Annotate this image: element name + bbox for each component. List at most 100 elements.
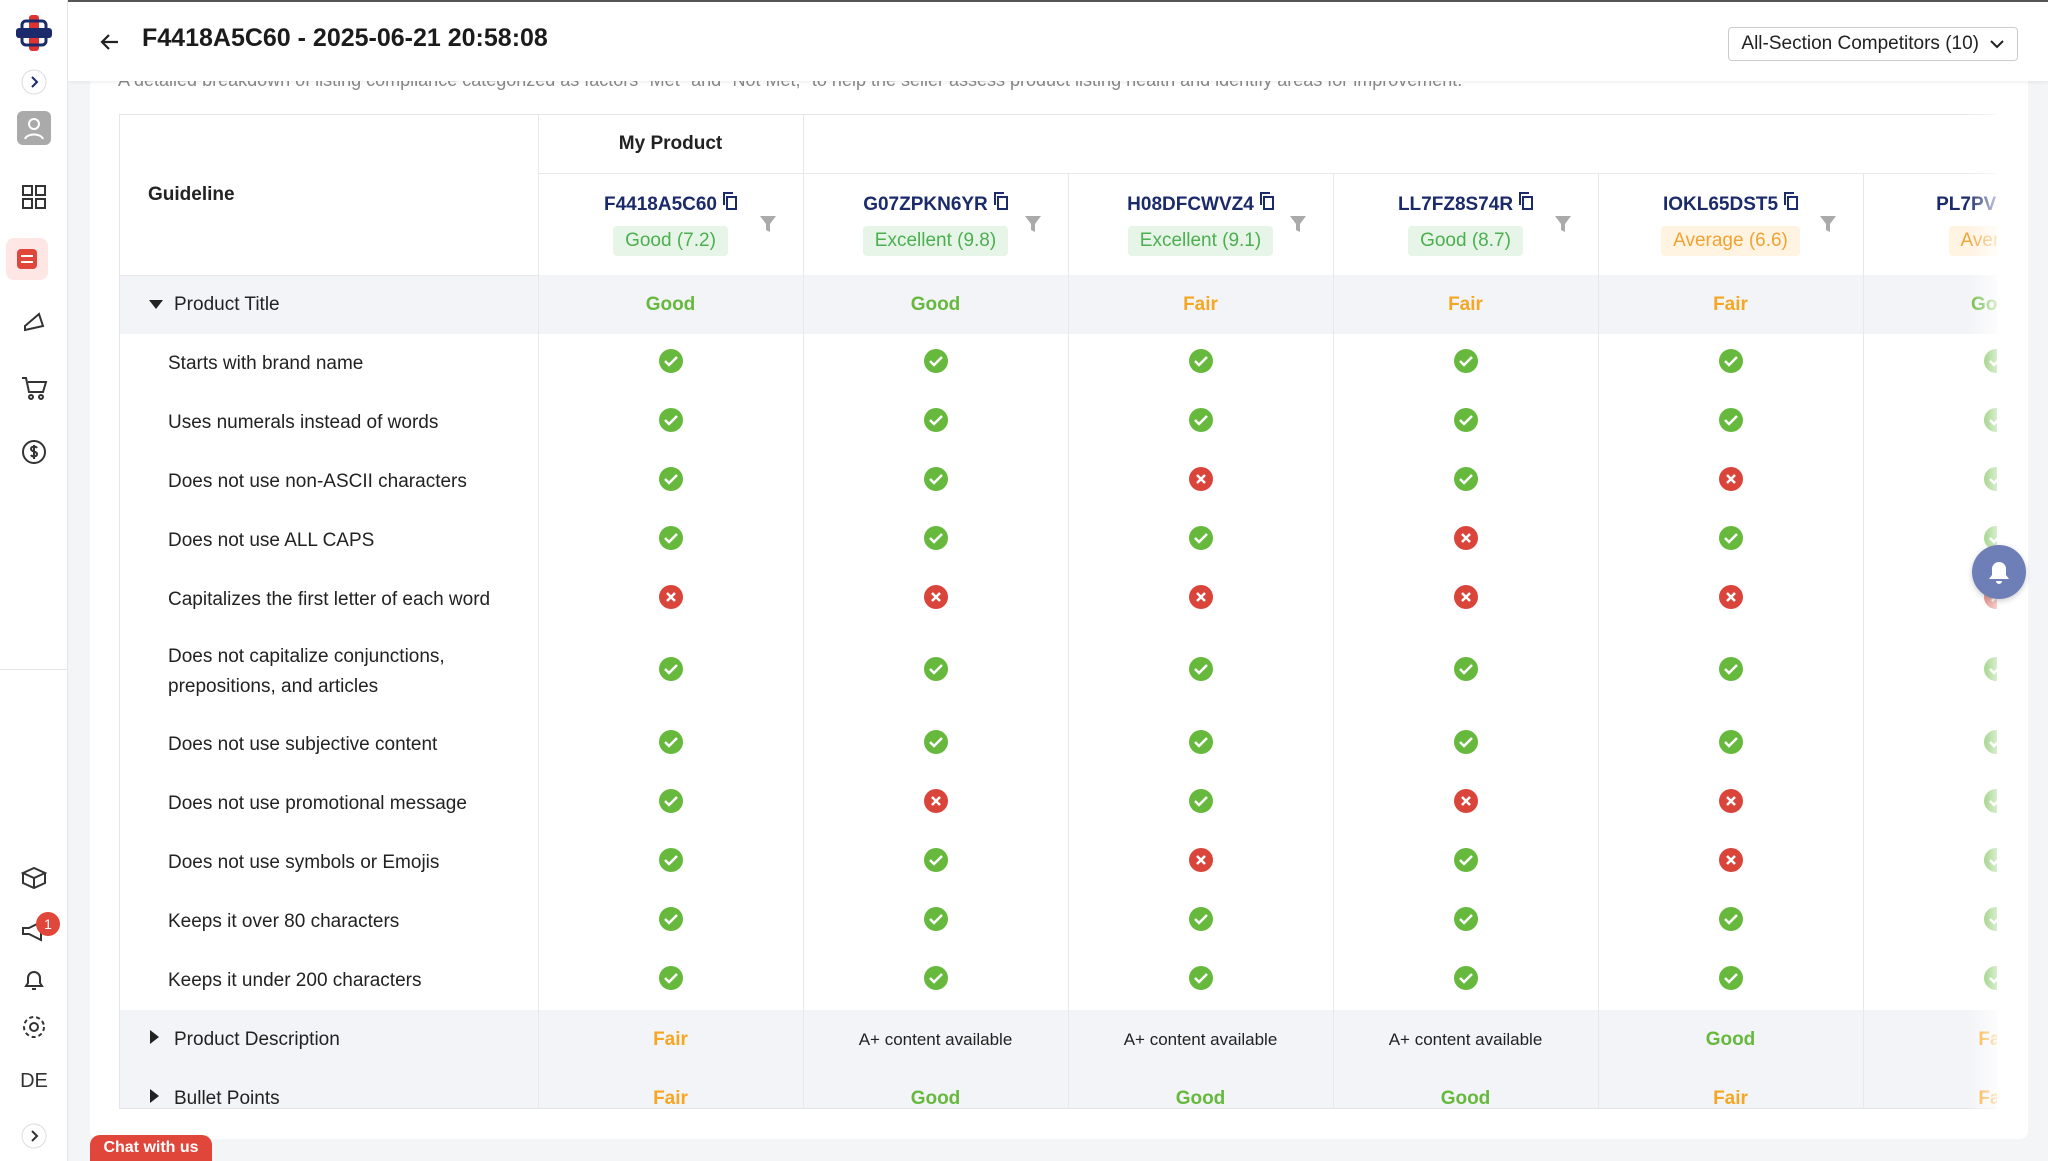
announcement-icon[interactable] xyxy=(14,911,54,951)
floating-bell[interactable] xyxy=(1972,545,2026,599)
section-row[interactable]: Product Description Fair A+ content availa… xyxy=(120,1010,1997,1069)
status-cell xyxy=(1597,452,1863,511)
product-id-line: LL7FZ8S74R xyxy=(1334,192,1598,216)
met-icon xyxy=(1188,906,1214,937)
copy-icon[interactable] xyxy=(723,192,738,215)
finance-icon[interactable] xyxy=(14,432,54,472)
score-badge: Excellent (9.8) xyxy=(862,226,1009,257)
section-row[interactable]: Product TitleGoodGoodFairFairFairGood xyxy=(120,275,1997,334)
filter-icon[interactable] xyxy=(759,214,777,240)
met-icon xyxy=(1188,729,1214,760)
guideline-label: Does not capitalize conjunctions, prepos… xyxy=(168,646,445,697)
copy-icon[interactable] xyxy=(993,192,1008,215)
guideline-row: Does not use symbols or Emojis xyxy=(120,833,1997,892)
user-initials[interactable]: DE xyxy=(20,1069,48,1092)
guideline-label: Does not use promotional message xyxy=(168,792,467,814)
product-id[interactable]: G07ZPKN6YR xyxy=(863,194,988,216)
status-cell xyxy=(1597,715,1863,774)
not-met-icon xyxy=(658,584,684,615)
box-icon[interactable] xyxy=(14,858,54,898)
guideline-row: Keeps it over 80 characters xyxy=(120,892,1997,951)
status-cell xyxy=(802,833,1068,892)
rating-cell: Good xyxy=(1332,1069,1598,1108)
avatar[interactable] xyxy=(14,108,54,148)
select-label: All-Section Competitors (10) xyxy=(1741,33,1979,54)
section-row[interactable]: Bullet PointsFairGoodGoodGoodFairFair xyxy=(120,1069,1997,1109)
rating: Good xyxy=(910,1087,961,1109)
filter-icon[interactable] xyxy=(1819,214,1837,240)
filter-icon[interactable] xyxy=(1554,214,1572,240)
status-cell xyxy=(1332,511,1598,570)
not-met-icon xyxy=(1718,584,1744,615)
met-icon xyxy=(658,729,684,760)
expand-arrow[interactable] xyxy=(148,1029,174,1051)
expand-arrow[interactable] xyxy=(148,294,174,316)
expand-button[interactable] xyxy=(14,62,54,102)
met-icon xyxy=(1188,788,1214,819)
met-icon xyxy=(923,407,949,438)
rating-cell: Fair xyxy=(1597,1069,1863,1108)
dashboard-icon[interactable] xyxy=(14,177,54,217)
product-id[interactable]: F4418A5C60 xyxy=(603,194,718,216)
status-cell xyxy=(537,833,803,892)
chat-button[interactable]: Chat with us xyxy=(90,1135,212,1161)
rating: Good xyxy=(1705,1028,1756,1050)
header-row: Guideline My Product xyxy=(120,115,1997,276)
marketing-icon[interactable] xyxy=(14,303,54,343)
filter-icon[interactable] xyxy=(1024,214,1042,240)
product-id[interactable]: LL7FZ8S74R xyxy=(1397,194,1514,216)
not-met-icon xyxy=(1188,466,1214,497)
guideline-label: Keeps it over 80 characters xyxy=(168,910,400,932)
status-cell xyxy=(1067,774,1333,833)
status-cell xyxy=(802,334,1068,393)
met-icon xyxy=(1453,348,1479,379)
header-blank xyxy=(802,115,1997,174)
status-cell xyxy=(537,570,803,629)
collapse-button[interactable] xyxy=(14,1116,54,1156)
guideline-row: Does not use ALL CAPS xyxy=(120,511,1997,570)
copy-icon[interactable] xyxy=(1784,192,1799,215)
status-cell xyxy=(1067,715,1333,774)
status-cell xyxy=(802,452,1068,511)
status-cell xyxy=(537,452,803,511)
status-cell xyxy=(1332,452,1598,511)
cart-icon[interactable] xyxy=(14,368,54,408)
score-badge: Good (7.2) xyxy=(613,226,728,257)
expand-arrow[interactable] xyxy=(148,1088,174,1109)
guideline-row: Uses numerals instead of words xyxy=(120,393,1997,452)
met-icon xyxy=(1718,348,1744,379)
copy-icon[interactable] xyxy=(1259,192,1274,215)
copy-icon[interactable] xyxy=(1519,192,1534,215)
status-cell xyxy=(1067,393,1333,452)
status-cell xyxy=(1597,334,1863,393)
bell-icon[interactable] xyxy=(14,960,54,1000)
filter-icon[interactable] xyxy=(1289,214,1307,240)
guideline-label: Uses numerals instead of words xyxy=(168,411,439,433)
met-icon xyxy=(1453,729,1479,760)
met-icon xyxy=(923,466,949,497)
rating-cell: A+ content available xyxy=(1067,1010,1333,1069)
met-icon xyxy=(923,729,949,760)
section-name: Bullet Points xyxy=(174,1087,280,1109)
product-id[interactable]: IOKL65DST5 xyxy=(1662,194,1779,216)
status-cell xyxy=(1067,833,1333,892)
page-title: F4418A5C60 - 2025-06-21 20:58:08 xyxy=(142,24,548,52)
rating-cell: Good xyxy=(1067,1069,1333,1109)
status-cell xyxy=(1332,715,1598,774)
compliance-table: Guideline My Product F4418A5C60 Good (7.2) G… xyxy=(120,115,1997,1109)
status-cell xyxy=(802,393,1068,452)
status-cell xyxy=(1332,570,1598,629)
status-cell xyxy=(1067,334,1333,393)
rating: Good xyxy=(1175,1087,1226,1109)
settings-icon[interactable] xyxy=(14,1007,54,1047)
rating-cell: Fair xyxy=(1067,275,1333,334)
back-button[interactable] xyxy=(98,30,122,54)
listing-icon[interactable] xyxy=(6,238,48,280)
product-id-line: H08DFCWVZ4 xyxy=(1069,192,1333,216)
competitor-select[interactable]: All-Section Competitors (10) xyxy=(1728,27,2018,61)
product-row: F4418A5C60 Good (7.2) G07ZPKN6YR Excellent … xyxy=(120,173,1997,275)
product-id[interactable]: H08DFCWVZ4 xyxy=(1127,194,1254,216)
not-met-icon xyxy=(1718,466,1744,497)
status-cell xyxy=(1332,833,1598,892)
status-cell xyxy=(1067,570,1333,629)
